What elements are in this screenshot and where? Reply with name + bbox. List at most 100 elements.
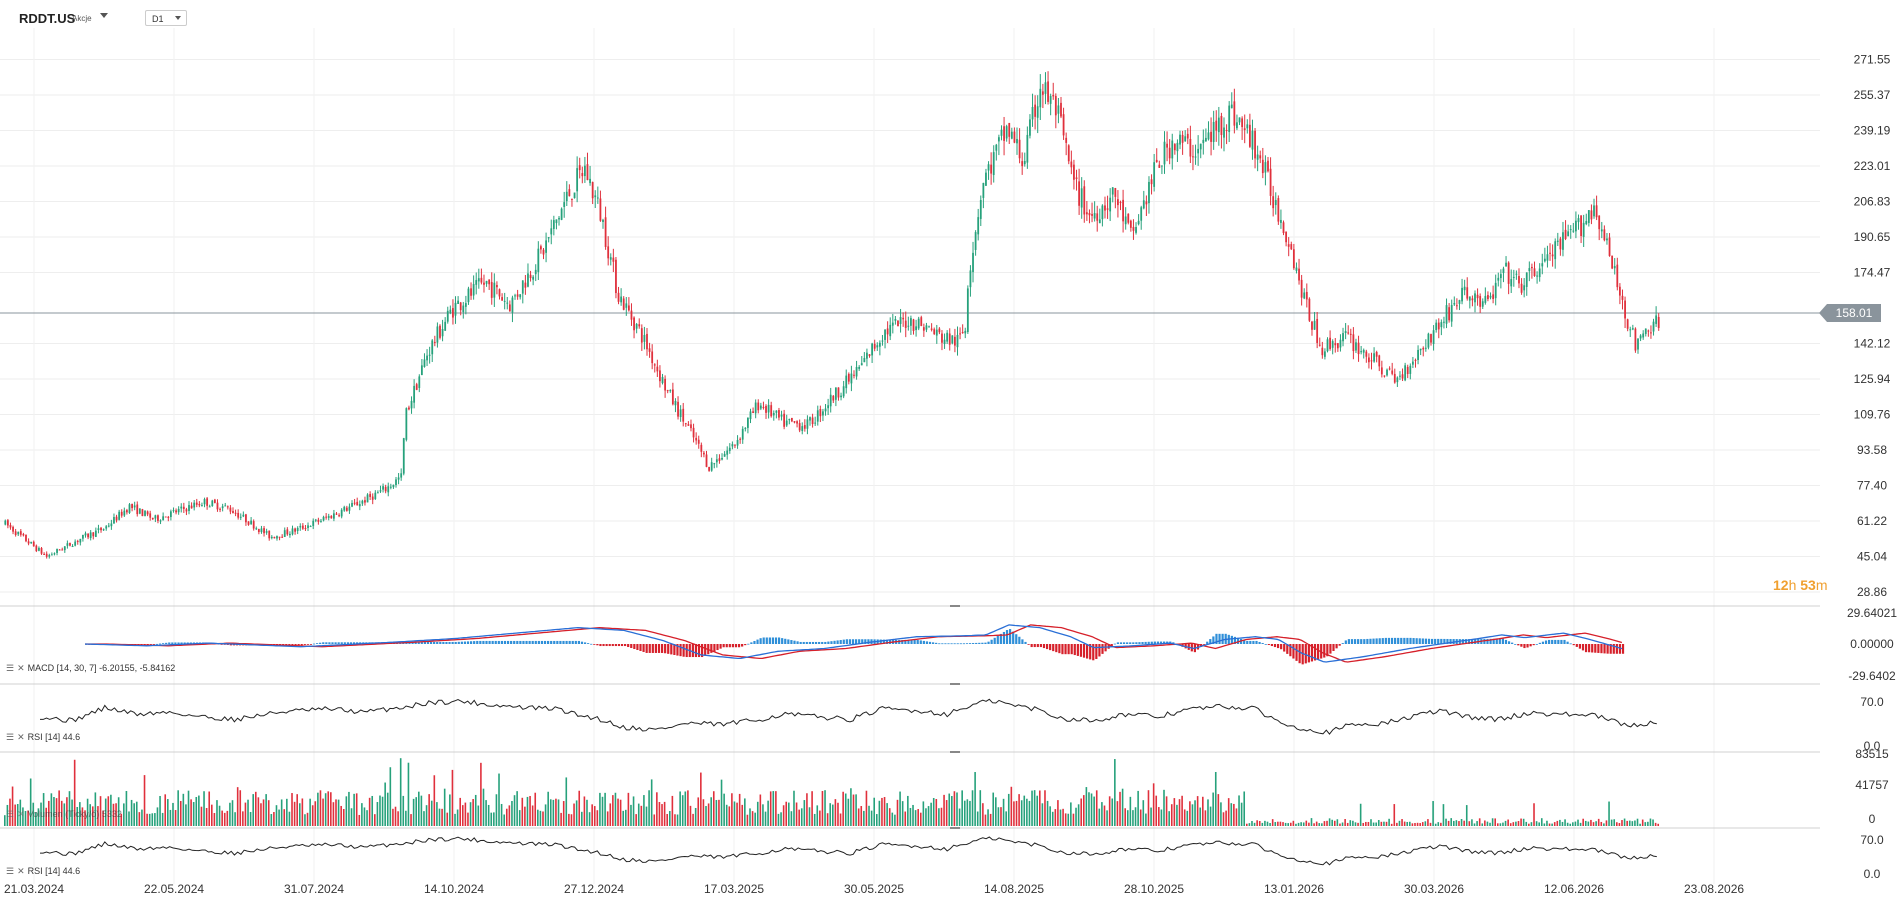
volume-bar [218,805,221,826]
volume-bar [930,802,932,826]
macd-histogram-bar [448,641,451,644]
close-icon[interactable]: ✕ [17,663,25,673]
macd-histogram-bar [1409,637,1412,644]
candle-body [1078,181,1081,206]
candle-body [431,340,434,355]
volume-bar [456,809,459,826]
volume-bar [1152,783,1155,826]
candle-body [715,459,718,463]
macd-histogram-bar [1572,644,1575,646]
candle-body [1624,300,1626,319]
date-tick-label: 27.12.2024 [564,882,624,896]
macd-histogram-bar [171,642,174,644]
volume-bar [806,793,808,826]
candle-body [1189,138,1192,157]
settings-icon[interactable]: ☰ [6,809,15,819]
macd-histogram-bar [429,641,433,644]
candle-body [1652,321,1655,332]
macd-histogram-bar [316,643,319,644]
settings-icon[interactable]: ☰ [6,866,15,876]
candle-body [301,525,304,529]
volume-bar [1328,818,1331,826]
macd-histogram-bar [1252,640,1255,644]
candle-body [1406,366,1409,375]
volume-bar [141,809,143,826]
volume-bar [68,791,71,826]
volume-bar [459,797,461,826]
candle-body [1215,120,1218,131]
volume-bar [1647,821,1649,826]
volume-bar [640,805,643,826]
volume-bar [832,804,834,826]
candle-body [739,438,742,440]
macd-histogram-bar [1064,644,1067,655]
close-icon[interactable]: ✕ [17,732,25,742]
symbol-dropdown-icon[interactable] [100,13,108,18]
volume-bar [270,814,273,826]
volume-bar [679,791,681,826]
macd-histogram-bar [334,642,337,644]
candle-body [532,276,535,280]
volume-bar [1380,821,1383,826]
volume-bar [645,806,648,826]
candle-body [239,516,242,518]
candle-body [203,499,206,505]
candle-body [687,424,690,426]
volume-bar [648,790,650,826]
candle-body [1484,295,1487,303]
macd-histogram-bar [500,640,503,644]
macd-histogram-bar [1116,642,1119,644]
close-icon[interactable]: ✕ [17,809,25,819]
settings-icon[interactable]: ☰ [6,663,15,673]
volume-bar [1220,802,1222,826]
macd-histogram-bar [1464,639,1468,644]
volume-bar [1253,822,1256,826]
macd-histogram-bar [1018,636,1021,644]
price-tick-label: 45.04 [1857,549,1887,563]
pane-separators[interactable] [0,605,1820,829]
timeframe-select[interactable]: D1 [145,10,187,26]
volume-bar [1041,803,1044,826]
macd-histogram-bar [1295,644,1298,661]
macd-histogram-bar [503,640,507,644]
candle-body [32,541,35,547]
macd-histogram-bar [1526,644,1529,648]
macd-histogram-bar [1350,639,1354,644]
candle-body [917,318,920,329]
volume-bar [1062,808,1064,826]
candle-body [1060,102,1062,117]
candle-body [1409,365,1412,374]
volume-bar [1605,820,1608,826]
candle-body [296,527,299,532]
candle-body [1613,266,1616,269]
volume-bar [1525,821,1528,826]
volume-bar [397,811,399,826]
close-icon[interactable]: ✕ [17,866,25,876]
candle-body [747,417,749,428]
candle-body [420,365,423,376]
volume-bar [229,802,231,826]
volume-bar [1090,793,1093,826]
candle-body [1481,301,1484,307]
candle-body [946,332,949,342]
candle-body [1197,148,1200,154]
volume-bar [1302,822,1305,826]
macd-histogram-bar [596,644,599,646]
candle-body [1329,337,1331,349]
candle-body [1505,262,1507,267]
macd-histogram-bar [1344,640,1347,644]
volume-bar [1026,798,1028,826]
candle-body [1277,198,1280,222]
candle-body [1582,222,1585,237]
candle-body [878,342,881,347]
candle-body [462,305,465,313]
macd-histogram-bar [479,640,482,644]
candle-body [392,484,395,488]
macd-histogram-bar [1233,636,1237,644]
macd-histogram-bar [1600,644,1603,654]
macd-histogram-bar [1283,644,1286,652]
settings-icon[interactable]: ☰ [6,732,15,742]
volume-bar [938,808,940,826]
symbol-name[interactable]: RDDT.US [19,11,76,26]
